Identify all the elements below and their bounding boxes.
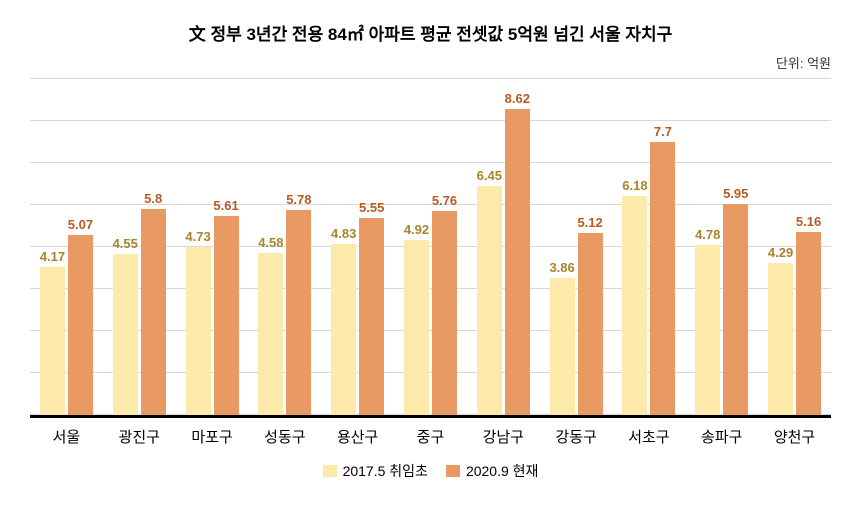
bar-value-label: 6.18 bbox=[622, 178, 647, 193]
x-axis-label: 서울 bbox=[30, 426, 103, 447]
bar: 8.62 bbox=[505, 109, 530, 415]
legend-item: 2017.5 취임초 bbox=[323, 461, 428, 481]
bar-value-label: 4.73 bbox=[185, 229, 210, 244]
bar-group: 4.295.16 bbox=[758, 78, 831, 415]
bar-group: 4.735.61 bbox=[176, 78, 249, 415]
legend-swatch bbox=[446, 465, 460, 477]
bar: 3.86 bbox=[550, 278, 575, 415]
bar-value-label: 5.16 bbox=[796, 214, 821, 229]
bar-value-label: 5.8 bbox=[144, 191, 162, 206]
bar: 4.83 bbox=[331, 244, 356, 415]
x-axis-label: 성동구 bbox=[248, 426, 321, 447]
x-axis-label: 마포구 bbox=[176, 426, 249, 447]
bar-value-label: 5.07 bbox=[68, 217, 93, 232]
x-axis: 서울광진구마포구성동구용산구중구강남구강동구서초구송파구양천구 bbox=[30, 426, 831, 447]
x-axis-label: 강동구 bbox=[540, 426, 613, 447]
bar: 6.18 bbox=[622, 196, 647, 415]
x-axis-label: 광진구 bbox=[103, 426, 176, 447]
x-axis-label: 서초구 bbox=[613, 426, 686, 447]
bar-group: 6.458.62 bbox=[467, 78, 540, 415]
bar-value-label: 4.92 bbox=[404, 222, 429, 237]
bar-group: 4.555.8 bbox=[103, 78, 176, 415]
x-axis-label: 송파구 bbox=[685, 426, 758, 447]
bar-group: 4.925.76 bbox=[394, 78, 467, 415]
bar: 4.29 bbox=[768, 263, 793, 415]
bar: 5.12 bbox=[578, 233, 603, 415]
bar-group: 4.835.55 bbox=[321, 78, 394, 415]
legend-label: 2020.9 현재 bbox=[466, 461, 538, 481]
legend-item: 2020.9 현재 bbox=[446, 461, 538, 481]
bar-value-label: 8.62 bbox=[505, 91, 530, 106]
bar: 5.95 bbox=[723, 204, 748, 415]
bar: 4.73 bbox=[186, 247, 211, 415]
chart-area: 4.175.074.555.84.735.614.585.784.835.554… bbox=[30, 78, 831, 418]
bar-value-label: 5.61 bbox=[213, 198, 238, 213]
legend: 2017.5 취임초 2020.9 현재 bbox=[30, 461, 831, 481]
bar-value-label: 4.78 bbox=[695, 227, 720, 242]
bar: 5.8 bbox=[141, 209, 166, 415]
bar: 5.78 bbox=[286, 210, 311, 415]
bar-value-label: 4.55 bbox=[113, 236, 138, 251]
bar: 4.58 bbox=[258, 253, 283, 415]
x-axis-label: 중구 bbox=[394, 426, 467, 447]
bar-group: 3.865.12 bbox=[540, 78, 613, 415]
bar-value-label: 4.83 bbox=[331, 226, 356, 241]
chart-title: 文 정부 3년간 전용 84㎡ 아파트 평균 전셋값 5억원 넘긴 서울 자치구 bbox=[30, 20, 831, 45]
bar-value-label: 5.78 bbox=[286, 192, 311, 207]
bar-value-label: 5.95 bbox=[723, 186, 748, 201]
unit-label: 단위: 억원 bbox=[30, 53, 831, 72]
x-axis-label: 용산구 bbox=[321, 426, 394, 447]
bar: 4.92 bbox=[404, 240, 429, 415]
bar-value-label: 5.76 bbox=[432, 193, 457, 208]
bar-group: 4.785.95 bbox=[685, 78, 758, 415]
legend-swatch bbox=[323, 465, 337, 477]
bar-value-label: 6.45 bbox=[477, 168, 502, 183]
x-axis-label: 강남구 bbox=[467, 426, 540, 447]
bar: 5.76 bbox=[432, 211, 457, 415]
bars-area: 4.175.074.555.84.735.614.585.784.835.554… bbox=[30, 78, 831, 415]
bar: 7.7 bbox=[650, 142, 675, 415]
bar-value-label: 5.12 bbox=[577, 215, 602, 230]
bar: 5.61 bbox=[214, 216, 239, 415]
bar: 5.55 bbox=[359, 218, 384, 415]
bar-value-label: 7.7 bbox=[654, 124, 672, 139]
legend-label: 2017.5 취임초 bbox=[343, 461, 428, 481]
bar-value-label: 4.29 bbox=[768, 245, 793, 260]
bar-value-label: 5.55 bbox=[359, 200, 384, 215]
bar: 6.45 bbox=[477, 186, 502, 415]
bar-group: 6.187.7 bbox=[613, 78, 686, 415]
bar-group: 4.175.07 bbox=[30, 78, 103, 415]
bar: 4.17 bbox=[40, 267, 65, 415]
bar-value-label: 3.86 bbox=[549, 260, 574, 275]
bar-group: 4.585.78 bbox=[248, 78, 321, 415]
x-axis-label: 양천구 bbox=[758, 426, 831, 447]
bar: 5.16 bbox=[796, 232, 821, 415]
bar: 4.78 bbox=[695, 245, 720, 415]
bar-value-label: 4.58 bbox=[258, 235, 283, 250]
bar: 5.07 bbox=[68, 235, 93, 415]
bar: 4.55 bbox=[113, 254, 138, 415]
bar-value-label: 4.17 bbox=[40, 249, 65, 264]
